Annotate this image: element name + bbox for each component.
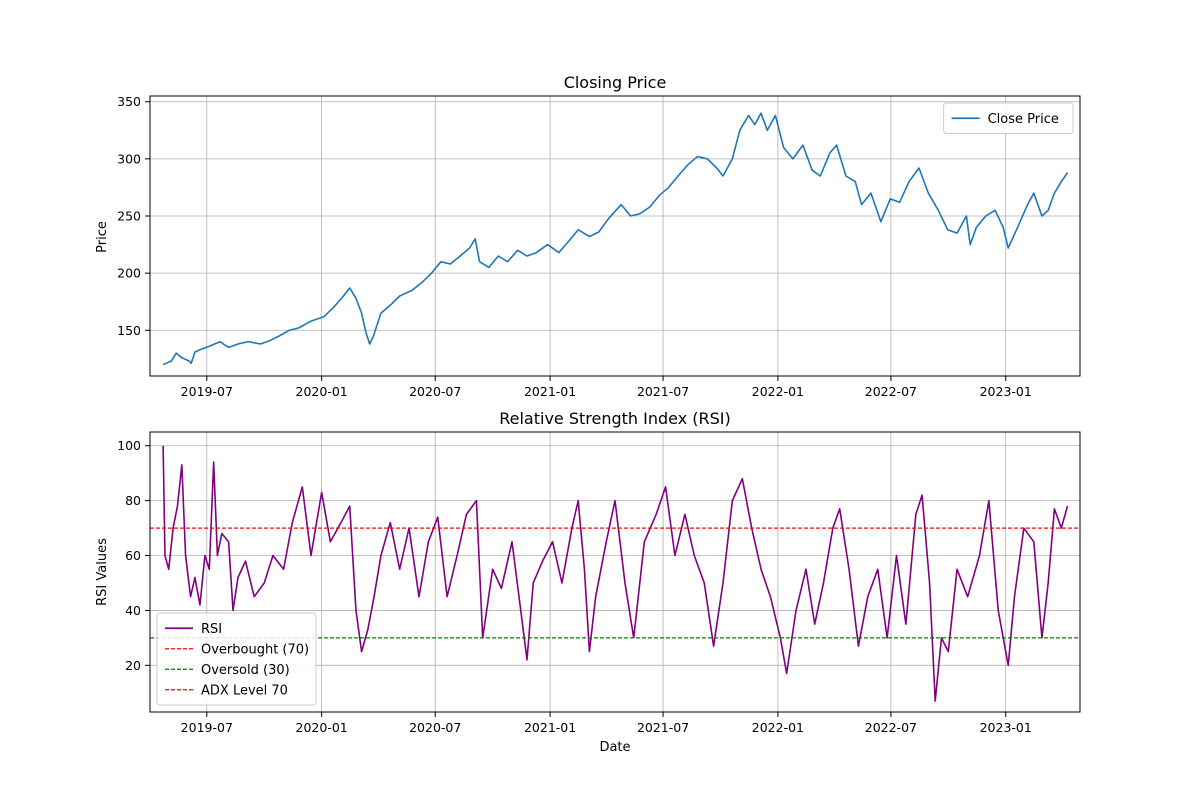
price-y-tick-label: 150 [117,323,141,338]
rsi-x-tick-label: 2022-01 [752,720,804,735]
price-series-line [162,112,1069,366]
price-axes-frame [149,95,1081,377]
price-x-tick-label: 2022-07 [865,384,917,399]
rsi-y-tick-label: 60 [125,548,141,563]
rsi-x-tick-label: 2021-07 [637,720,689,735]
price-x-tick-label: 2023-01 [980,384,1032,399]
price-legend-box [943,102,1074,134]
rsi-legend-label: RSI [201,622,222,637]
rsi-y-tick-label: 80 [125,493,141,508]
rsi-legend: RSI Overbought (70) Oversold (30) ADX Level… [156,612,317,706]
price-y-axis-label: Price [95,221,110,253]
price-chart-panel: Closing Price Price 2019-07 2020-01 2020-0… [95,73,1081,399]
price-series-layer [162,112,1069,366]
rsi-x-tick-label: 2020-07 [409,720,461,735]
rsi-chart-title: Relative Strength Index (RSI) [499,409,731,428]
rsi-y-tick-label: 20 [125,658,141,673]
rsi-x-axis-label: Date [599,740,630,755]
price-legend-label: Close Price [988,112,1059,127]
rsi-x-tick-label: 2023-01 [980,720,1032,735]
rsi-x-tick-label: 2020-01 [296,720,348,735]
price-chart-title: Closing Price [564,73,667,92]
rsi-y-tick-label: 100 [117,438,141,453]
rsi-series-line [162,445,1069,702]
price-legend: Close Price [943,102,1074,134]
rsi-x-tick-label: 2022-07 [865,720,917,735]
rsi-grid [150,432,1080,712]
price-x-tick-label: 2022-01 [752,384,804,399]
rsi-legend-label: Overbought (70) [201,642,309,657]
price-x-tick-label: 2021-07 [637,384,689,399]
price-x-tick-label: 2019-07 [181,384,233,399]
rsi-x-tick-label: 2019-07 [181,720,233,735]
rsi-legend-label: Oversold (30) [201,663,290,678]
price-y-tick-label: 200 [117,266,141,281]
rsi-ticks: 2019-07 2020-01 2020-07 2021-01 2021-07 2022-… [117,438,1032,735]
rsi-y-tick-label: 40 [125,603,141,618]
price-y-tick-label: 250 [117,209,141,224]
rsi-x-tick-label: 2021-01 [524,720,576,735]
price-x-tick-label: 2021-01 [524,384,576,399]
rsi-chart-panel: Relative Strength Index (RSI) RSI Values… [95,409,1081,755]
price-x-tick-label: 2020-01 [296,384,348,399]
rsi-legend-box [156,612,317,706]
price-x-tick-label: 2020-07 [409,384,461,399]
price-y-tick-label: 350 [117,94,141,109]
price-y-tick-label: 300 [117,151,141,166]
price-ticks: 2019-07 2020-01 2020-07 2021-01 2021-07 2022-… [117,94,1032,399]
rsi-axes-frame [149,431,1081,713]
rsi-y-axis-label: RSI Values [95,538,110,606]
rsi-series-layer [150,445,1080,702]
rsi-legend-label: ADX Level 70 [201,683,288,698]
